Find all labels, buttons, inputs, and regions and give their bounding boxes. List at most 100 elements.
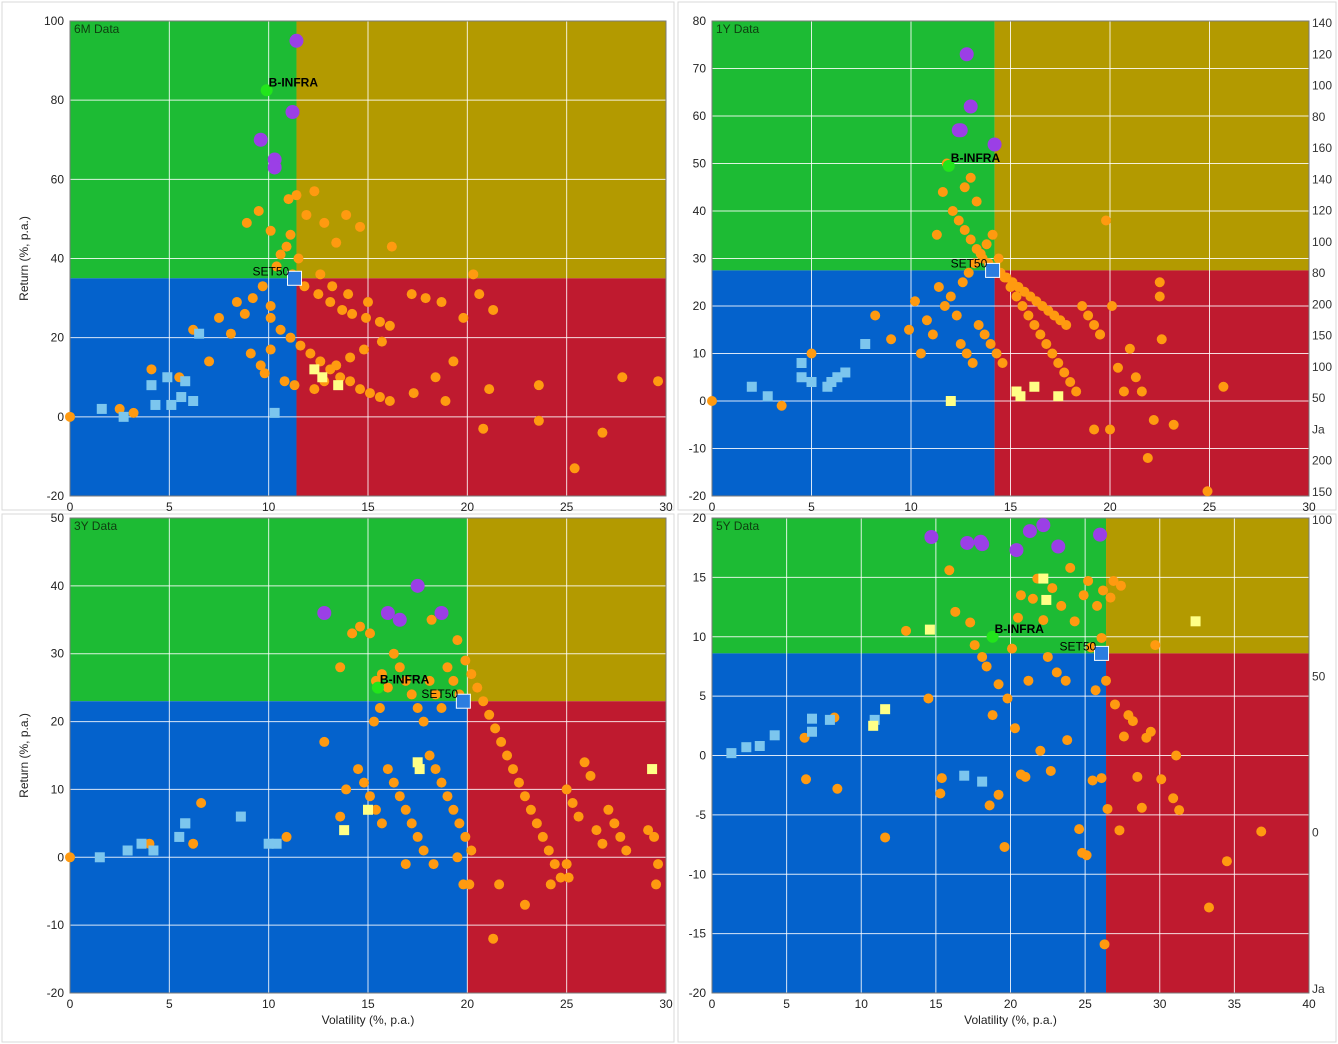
y-axis-label: Return (%, p.a.) — [17, 713, 31, 798]
data-point-orange — [549, 859, 560, 870]
data-point-square-light — [824, 714, 835, 725]
right-axis-tick: 100 — [1312, 513, 1332, 527]
data-point-orange — [947, 206, 958, 216]
data-point-orange — [519, 899, 530, 910]
data-point-orange — [279, 376, 290, 387]
data-point-orange — [440, 396, 451, 406]
y-tick-label: 0 — [699, 749, 706, 763]
data-point-orange — [494, 879, 505, 890]
quadrant-top-right — [994, 21, 1309, 271]
y-tick-label: -20 — [47, 986, 65, 1000]
data-point-square-light — [162, 372, 173, 383]
data-point-orange — [343, 289, 354, 300]
data-point-square-light — [806, 377, 817, 387]
data-point-orange — [1130, 372, 1141, 383]
data-point-orange — [597, 427, 608, 438]
x-tick-label: 10 — [904, 500, 918, 514]
data-point-orange — [1092, 600, 1103, 611]
data-point-orange — [305, 348, 316, 359]
data-point-orange — [951, 310, 962, 321]
data-point-orange — [1017, 301, 1028, 311]
data-point-square-light — [796, 358, 807, 368]
data-point-square-yellow — [333, 380, 344, 391]
data-point-orange — [1081, 850, 1092, 861]
data-point-orange — [1109, 699, 1120, 710]
data-point-orange — [345, 352, 356, 363]
data-point-orange — [1098, 585, 1109, 596]
data-point-orange — [977, 651, 988, 662]
data-point-orange — [921, 315, 932, 326]
data-point-orange — [981, 661, 992, 672]
y-tick-label: 30 — [51, 647, 65, 661]
data-point-orange — [508, 764, 519, 775]
data-point-orange — [1038, 615, 1049, 626]
data-point-orange — [615, 831, 626, 842]
data-point-orange — [1089, 320, 1100, 330]
data-point-orange — [569, 463, 580, 474]
data-point-orange — [519, 791, 530, 802]
data-point-purple — [380, 606, 395, 620]
data-point-orange — [460, 655, 471, 666]
plot-frame — [69, 20, 667, 497]
x-tick-label: 15 — [929, 997, 943, 1011]
quadrant-top-right — [1106, 518, 1309, 654]
data-point-orange — [239, 308, 250, 319]
x-tick-label: 5 — [783, 997, 790, 1011]
data-point-square-yellow — [880, 704, 891, 715]
x-tick-label: 10 — [262, 997, 276, 1011]
data-point-square-light — [96, 403, 107, 414]
data-point-orange — [1012, 612, 1023, 623]
data-point-highlight — [260, 84, 273, 97]
data-point-orange — [335, 662, 346, 673]
data-point-purple — [1022, 524, 1037, 539]
data-point-highlight — [986, 630, 999, 643]
data-point-orange — [502, 750, 513, 761]
data-point-orange — [265, 301, 276, 311]
data-point-orange — [374, 703, 385, 713]
y-tick-label: -10 — [689, 442, 707, 456]
data-point-orange — [1218, 381, 1229, 392]
data-point-orange — [1204, 902, 1215, 913]
data-point-orange — [430, 764, 441, 775]
data-point-orange — [1035, 329, 1046, 340]
data-point-orange — [355, 621, 366, 632]
x-tick-label: 40 — [1302, 997, 1316, 1011]
data-point-orange — [609, 818, 620, 829]
data-point-orange — [406, 818, 417, 829]
right-axis-tick: 100 — [1312, 360, 1332, 374]
y-tick-label: 20 — [693, 511, 707, 525]
data-point-orange — [993, 679, 1004, 690]
data-point-orange — [573, 811, 584, 822]
x-tick-label: 30 — [1302, 500, 1316, 514]
data-point-orange — [1061, 320, 1072, 330]
data-point-purple — [285, 105, 300, 120]
point-annotation: SET50 — [1060, 639, 1097, 653]
data-point-orange — [533, 415, 544, 426]
data-point-benchmark — [286, 270, 302, 286]
data-point-square-yellow — [1015, 391, 1026, 402]
data-point-orange — [452, 852, 463, 863]
data-point-square-light — [741, 742, 752, 753]
plot-frame — [711, 517, 1310, 994]
data-point-orange — [1071, 386, 1082, 397]
data-point-orange — [231, 297, 242, 308]
data-point-orange — [993, 789, 1004, 800]
data-point-orange — [382, 764, 393, 775]
data-point-orange — [987, 710, 998, 721]
y-tick-label: 80 — [51, 93, 65, 107]
data-point-orange — [1127, 716, 1138, 727]
data-point-orange — [265, 344, 276, 355]
data-point-orange — [776, 400, 787, 411]
data-point-orange — [335, 811, 346, 822]
data-point-purple — [289, 33, 304, 48]
data-point-square-light — [180, 376, 191, 387]
right-axis-tick: 160 — [1312, 141, 1332, 155]
data-point-orange — [1047, 583, 1058, 594]
quadrant-bottom-left — [712, 653, 1107, 993]
data-point-orange — [196, 798, 207, 808]
data-point-orange — [454, 818, 465, 829]
data-point-purple — [924, 530, 939, 544]
data-point-orange — [513, 777, 524, 788]
y-tick-label: -5 — [695, 808, 706, 822]
data-point-orange — [832, 783, 843, 794]
